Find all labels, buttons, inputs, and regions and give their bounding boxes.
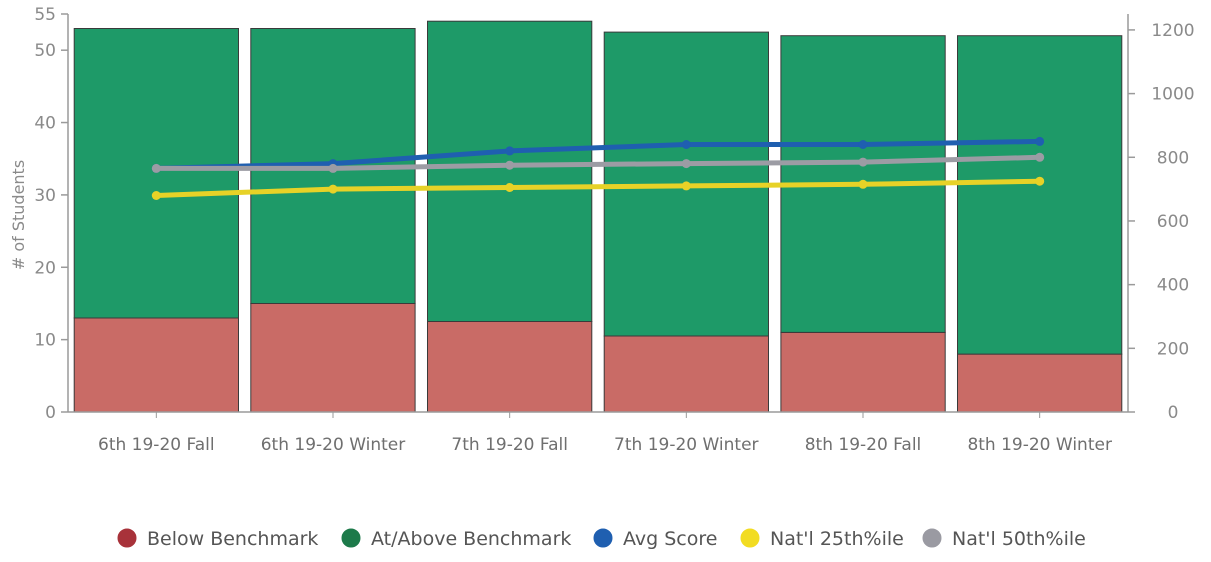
line-point-2-4 <box>858 157 868 167</box>
x-tick-label-5: 8th 19-20 Winter <box>967 435 1112 455</box>
legend-marker-2 <box>592 527 614 549</box>
x-tick-label-3: 7th 19-20 Winter <box>614 435 759 455</box>
legend-label-3: Nat'l 25th%ile <box>770 528 904 550</box>
right-tick-label-0: 0 <box>1168 403 1179 423</box>
line-point-1-2 <box>505 183 515 192</box>
x-tick-label-2: 7th 19-20 Fall <box>451 435 568 455</box>
right-tick-label-3: 600 <box>1157 212 1189 232</box>
legend-label-1: At/Above Benchmark <box>371 528 571 550</box>
x-tick-label-1: 6th 19-20 Winter <box>261 435 406 455</box>
bars-layer <box>73 20 1123 413</box>
right-tick-label-2: 400 <box>1157 276 1189 296</box>
line-point-0-5 <box>1035 136 1045 146</box>
legend-marker-3 <box>739 527 761 549</box>
bar-below-4 <box>780 331 946 413</box>
line-point-0-4 <box>858 140 868 149</box>
line-point-2-0 <box>151 163 161 173</box>
right-tick-label-4: 800 <box>1157 148 1189 168</box>
legend-marker-1 <box>340 527 362 549</box>
left-tick-label-2: 20 <box>34 258 56 278</box>
left-tick-label-1: 10 <box>34 331 56 351</box>
x-tick-label-4: 8th 19-20 Fall <box>805 435 922 455</box>
line-point-0-2 <box>505 146 515 156</box>
bar-below-2 <box>427 321 593 413</box>
line-point-1-3 <box>681 181 691 191</box>
left-tick-label-6: 55 <box>34 5 56 25</box>
left-tick-label-4: 40 <box>34 114 56 134</box>
line-series-1 <box>153 178 1043 198</box>
line-point-1-4 <box>858 179 868 189</box>
right-tick-label-6: 1200 <box>1151 21 1194 41</box>
legend-label-4: Nat'l 50th%ile <box>952 528 1086 550</box>
legend-label-0: Below Benchmark <box>147 528 318 550</box>
line-point-2-2 <box>505 160 515 170</box>
left-tick-label-0: 0 <box>45 403 56 423</box>
bar-above-2 <box>427 20 593 322</box>
bar-above-5 <box>957 35 1123 355</box>
line-series-0 <box>153 138 1043 171</box>
line-point-2-1 <box>328 163 338 173</box>
legend-marker-4 <box>921 527 943 549</box>
legend: Below Benchmark At/Above Benchmark Avg Sco… <box>116 527 1086 550</box>
axes-layer: 0 10 20 30 40 50 55 0 200 400 600 800 1000 1200 6th 19… <box>34 5 1194 455</box>
line-point-2-5 <box>1035 152 1045 162</box>
bar-below-5 <box>957 353 1123 413</box>
bar-below-1 <box>250 303 416 413</box>
left-tick-label-3: 30 <box>34 186 56 206</box>
line-point-1-5 <box>1035 176 1045 186</box>
left-tick-label-5: 50 <box>34 41 56 61</box>
bar-below-0 <box>73 317 239 413</box>
bar-above-0 <box>73 28 239 319</box>
lines-layer <box>151 136 1045 200</box>
line-series-2 <box>153 154 1043 171</box>
right-tick-label-1: 200 <box>1157 339 1189 359</box>
line-point-2-3 <box>681 159 691 169</box>
y-axis-label: # of Students <box>9 160 28 270</box>
x-tick-label-0: 6th 19-20 Fall <box>98 435 215 455</box>
line-point-0-3 <box>681 140 691 149</box>
right-tick-label-5: 1000 <box>1151 85 1194 105</box>
line-point-1-1 <box>328 184 338 194</box>
legend-label-2: Avg Score <box>623 528 717 550</box>
line-point-1-0 <box>151 191 161 200</box>
legend-marker-0 <box>116 527 138 549</box>
bar-below-3 <box>603 335 770 413</box>
